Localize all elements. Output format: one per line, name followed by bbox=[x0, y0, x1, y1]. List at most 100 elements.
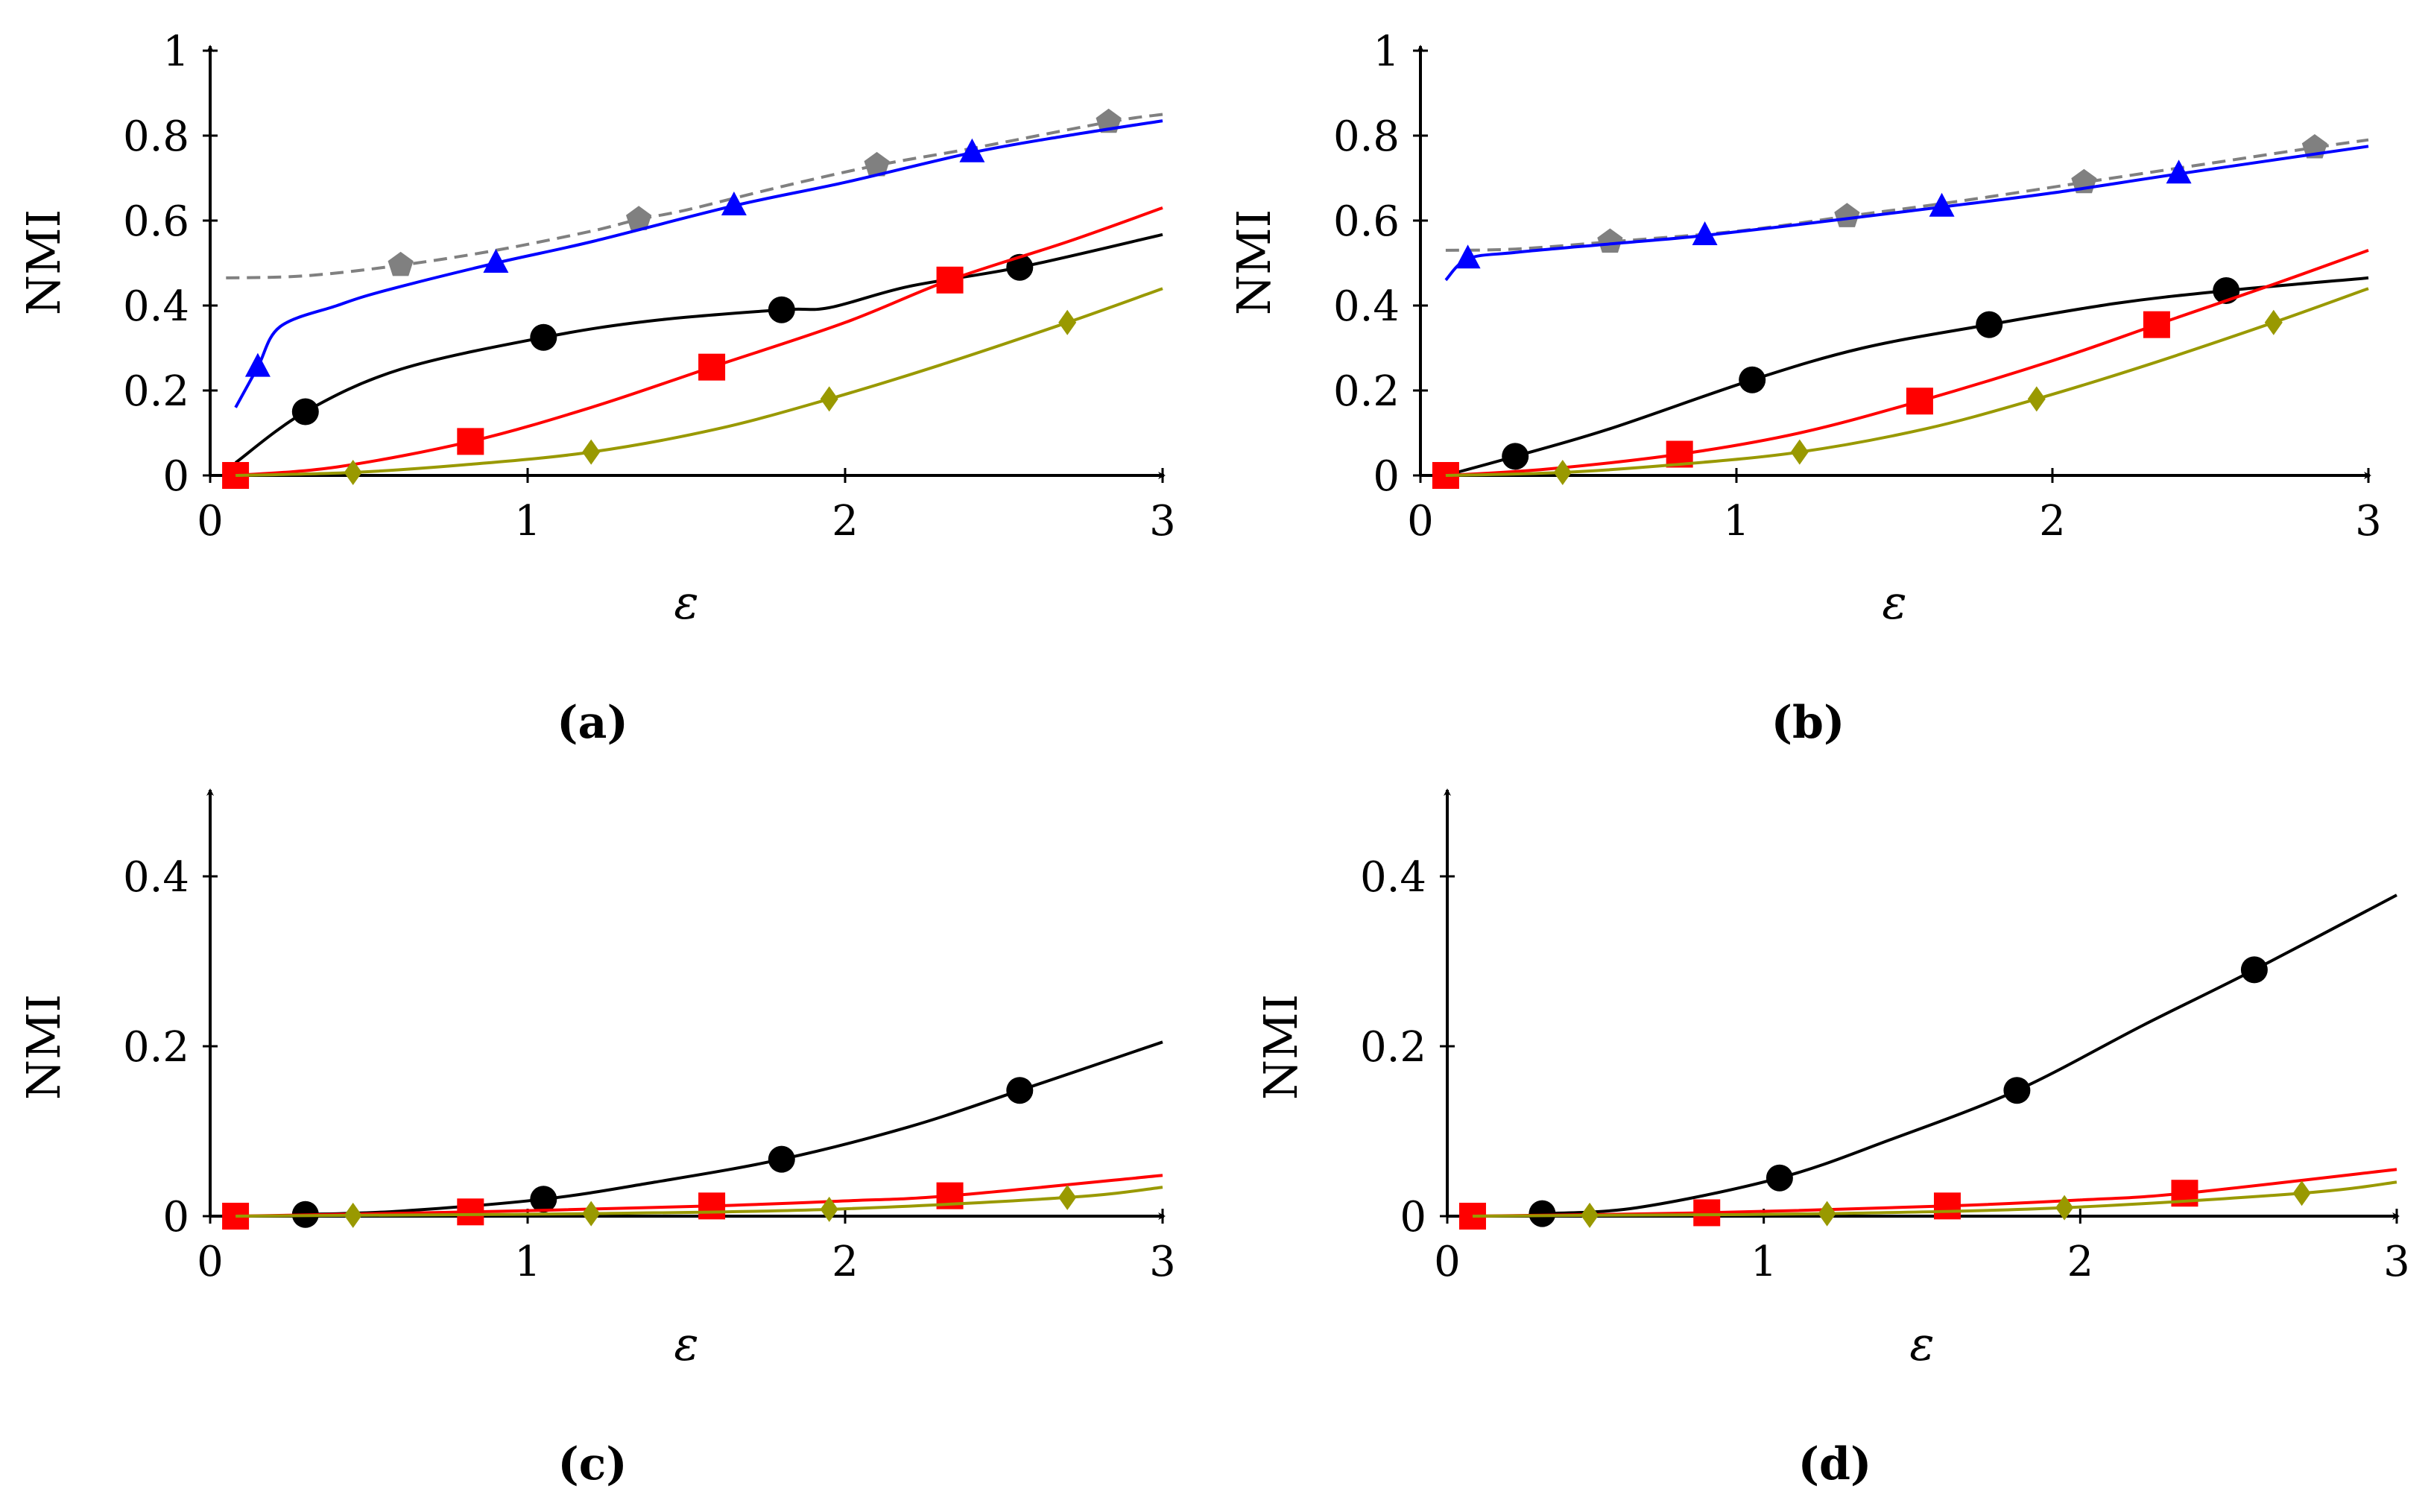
black-circle-marker bbox=[2240, 956, 2268, 984]
x-tick-label: 3 bbox=[2383, 1238, 2410, 1286]
y-axis-label: NMI bbox=[16, 209, 71, 315]
panel-d: 0 1 2 3 0 0.2 0.4 ε NMI (d) bbox=[1254, 788, 2410, 1490]
y-tick-label: 1 bbox=[1373, 28, 1400, 76]
y-tick-label: 0.2 bbox=[123, 367, 189, 416]
red-square-line bbox=[235, 206, 1163, 477]
black-circle-marker bbox=[530, 323, 557, 351]
x-tick-label: 0 bbox=[197, 497, 224, 545]
y-tick-label: 0.8 bbox=[1333, 113, 1400, 161]
black-circle-marker bbox=[768, 296, 795, 323]
series-red-square bbox=[222, 1174, 1163, 1230]
gray-pentagon-marker bbox=[626, 206, 652, 230]
x-tick-label: 1 bbox=[514, 497, 541, 545]
panel-b: 0 1 2 3 0 0.2 0.4 0.6 0.8 1 ε NMI (b) bbox=[1227, 28, 2382, 749]
red-square-marker bbox=[1693, 1199, 1721, 1227]
y-axis-label: NMI bbox=[1254, 994, 1308, 1100]
x-axis-label: ε bbox=[1909, 1317, 1934, 1371]
y-tick-label: 0.2 bbox=[1333, 367, 1400, 416]
panel-a: 0 1 2 3 0 0.2 0.4 0.6 0.8 1 ε NMI (a) bbox=[16, 28, 1176, 749]
black-circle-marker bbox=[291, 398, 319, 426]
olive-diamond-marker bbox=[1790, 439, 1809, 465]
series-blue-triangle bbox=[1444, 145, 2369, 282]
olive-diamond-marker bbox=[1058, 309, 1077, 335]
blue-triangle-marker bbox=[2166, 159, 2192, 184]
red-square-marker bbox=[457, 428, 484, 455]
x-tick-label: 1 bbox=[514, 1238, 541, 1286]
olive-diamond-marker bbox=[1581, 1202, 1599, 1228]
y-tick-label: 1 bbox=[162, 28, 189, 76]
series-black-circle bbox=[1445, 276, 2369, 477]
blue-triangle-marker bbox=[483, 249, 509, 273]
x-tick-label: 0 bbox=[197, 1238, 224, 1286]
series-olive-diamond bbox=[1445, 287, 2369, 486]
series-olive-diamond bbox=[235, 287, 1163, 486]
red-square-marker bbox=[698, 1192, 726, 1220]
black-circle-marker bbox=[2003, 1077, 2031, 1104]
olive-diamond-line bbox=[235, 287, 1163, 477]
blue-triangle-marker bbox=[721, 192, 747, 216]
blue-triangle-line bbox=[234, 119, 1163, 408]
y-tick-label: 0 bbox=[162, 452, 189, 501]
black-circle-marker bbox=[1006, 1077, 1034, 1104]
gray-pentagon-line bbox=[226, 113, 1163, 279]
panel-caption: (c) bbox=[557, 1438, 627, 1490]
olive-diamond-marker bbox=[2027, 386, 2046, 412]
black-circle-marker bbox=[1976, 311, 2003, 338]
red-square-marker bbox=[936, 266, 964, 294]
black-circle-line bbox=[1542, 893, 2397, 1215]
olive-diamond-marker bbox=[2292, 1180, 2311, 1206]
black-circle-marker bbox=[530, 1186, 557, 1213]
y-tick-label: 0 bbox=[162, 1193, 189, 1241]
x-tick-label: 3 bbox=[2355, 497, 2382, 545]
black-circle-line bbox=[1445, 276, 2369, 477]
red-square-marker bbox=[1906, 388, 1933, 415]
x-tick-label: 2 bbox=[832, 1238, 859, 1286]
gray-pentagon-marker bbox=[1597, 228, 1623, 253]
olive-diamond-marker bbox=[2055, 1195, 2074, 1221]
x-axis-label: ε bbox=[674, 575, 698, 630]
olive-diamond-marker bbox=[582, 1201, 601, 1227]
gray-pentagon-marker bbox=[864, 151, 890, 177]
red-square-line bbox=[235, 1174, 1163, 1218]
series-olive-diamond bbox=[235, 1184, 1163, 1228]
olive-diamond-marker bbox=[1553, 460, 1572, 486]
x-tick-label: 1 bbox=[1751, 1238, 1777, 1286]
y-axis-label: NMI bbox=[1227, 209, 1281, 315]
olive-diamond-marker bbox=[1818, 1201, 1836, 1227]
gray-pentagon-marker bbox=[1834, 203, 1860, 227]
y-tick-label: 0.6 bbox=[1333, 197, 1400, 246]
series-blue-triangle bbox=[234, 119, 1163, 408]
x-tick-label: 3 bbox=[1149, 1238, 1176, 1286]
x-tick-label: 2 bbox=[2039, 497, 2066, 545]
x-tick-label: 0 bbox=[1434, 1238, 1461, 1286]
red-square-marker bbox=[698, 353, 726, 381]
olive-diamond-marker bbox=[344, 460, 362, 486]
y-tick-label: 0 bbox=[1373, 452, 1400, 501]
red-square-marker bbox=[457, 1198, 484, 1226]
y-tick-label: 0.8 bbox=[123, 113, 189, 161]
y-tick-label: 0.6 bbox=[123, 197, 189, 246]
series-gray-pentagon bbox=[1445, 134, 2369, 253]
series-red-square bbox=[1432, 249, 2369, 489]
series-black-circle bbox=[234, 233, 1163, 464]
red-square-marker bbox=[2143, 311, 2170, 338]
x-tick-label: 3 bbox=[1149, 497, 1176, 545]
y-axis-label: NMI bbox=[16, 994, 71, 1100]
x-axis-label: ε bbox=[674, 1317, 698, 1371]
panel-caption: (a) bbox=[557, 697, 628, 749]
black-circle-marker bbox=[1739, 366, 1766, 393]
series-red-square bbox=[1458, 1168, 2397, 1230]
panel-caption: (b) bbox=[1771, 697, 1845, 749]
y-tick-label: 0.4 bbox=[1333, 282, 1400, 331]
x-tick-label: 2 bbox=[2067, 1238, 2094, 1286]
olive-diamond-marker bbox=[582, 439, 601, 465]
series-olive-diamond bbox=[1472, 1180, 2397, 1228]
series-red-square bbox=[222, 206, 1163, 489]
x-tick-label: 2 bbox=[832, 497, 859, 545]
panel-caption: (d) bbox=[1798, 1438, 1872, 1490]
blue-triangle-marker bbox=[1455, 244, 1481, 269]
olive-diamond-marker bbox=[820, 1196, 838, 1222]
x-tick-label: 1 bbox=[1723, 497, 1750, 545]
black-circle-marker bbox=[1502, 443, 1529, 470]
